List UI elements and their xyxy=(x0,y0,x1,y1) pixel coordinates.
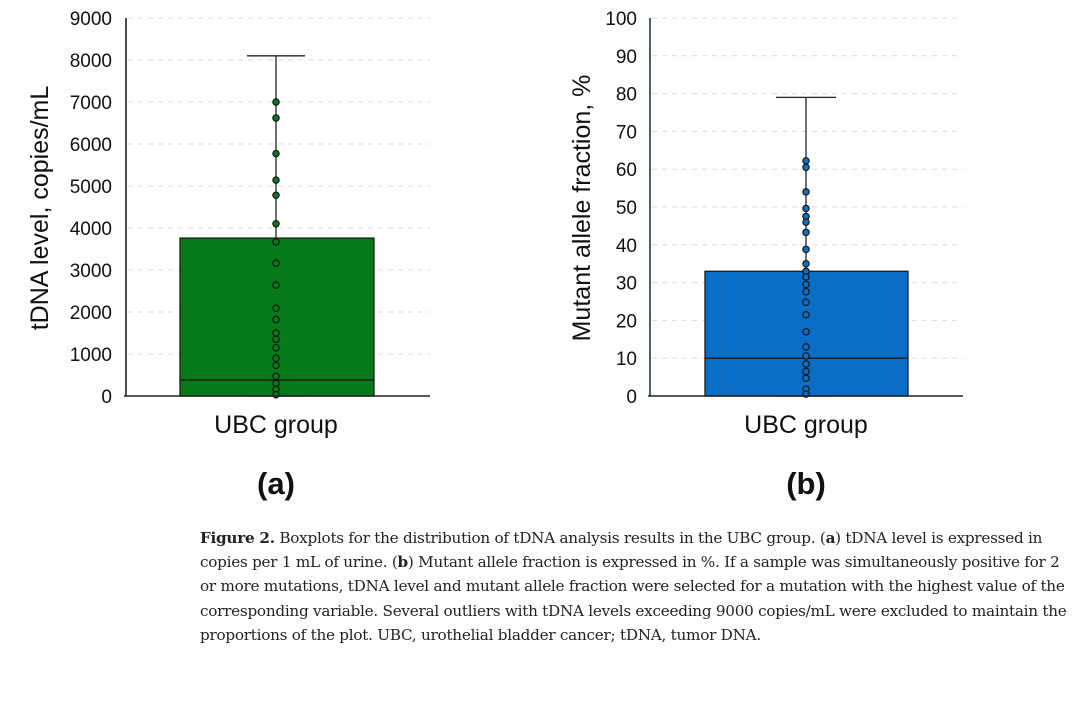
data-point xyxy=(802,298,810,307)
y-tick-label: 70 xyxy=(616,122,637,143)
y-tick-label: 0 xyxy=(101,387,112,408)
data-point xyxy=(272,281,280,289)
panel-label: (b) xyxy=(786,466,826,501)
data-point xyxy=(272,238,280,246)
x-category-label: UBC group xyxy=(214,411,338,439)
data-point xyxy=(272,329,280,337)
data-point xyxy=(802,259,810,268)
y-tick-label: 2000 xyxy=(70,303,112,324)
caption-b-label: b xyxy=(397,553,409,572)
data-point xyxy=(272,315,280,324)
data-point xyxy=(802,367,810,376)
data-point xyxy=(802,157,810,165)
data-point xyxy=(802,352,810,360)
y-tick-label: 20 xyxy=(616,311,637,332)
y-tick-label: 9000 xyxy=(70,9,112,30)
x-category-label: UBC group xyxy=(744,411,868,439)
data-point xyxy=(272,343,280,352)
y-tick-label: 8000 xyxy=(70,51,112,72)
data-point xyxy=(802,287,810,296)
data-point xyxy=(272,372,280,381)
data-point xyxy=(802,273,810,281)
data-point xyxy=(272,114,280,122)
y-tick-label: 80 xyxy=(616,85,637,106)
data-point xyxy=(272,304,280,312)
data-point xyxy=(802,327,810,336)
data-point xyxy=(272,149,280,158)
y-tick-label: 40 xyxy=(616,236,637,257)
data-point xyxy=(272,176,280,184)
data-point xyxy=(802,374,810,382)
data-point xyxy=(272,390,280,399)
data-point xyxy=(272,335,280,344)
y-tick-label: 5000 xyxy=(70,177,112,198)
panel-label: (a) xyxy=(257,466,295,501)
y-tick-label: 50 xyxy=(616,198,637,219)
figure-label: Figure 2. xyxy=(200,529,275,547)
data-point xyxy=(802,310,810,319)
data-point xyxy=(802,218,810,226)
data-point xyxy=(802,360,810,368)
figure-panels: 0100020003000400050006000700080009000tDN… xyxy=(26,9,963,501)
y-tick-label: 100 xyxy=(605,9,637,30)
y-tick-label: 0 xyxy=(626,387,637,408)
caption-part3: ) Mutant allele fraction is expressed in… xyxy=(200,553,1067,644)
y-tick-label: 30 xyxy=(616,274,637,295)
y-axis-label: Mutant allele fraction, % xyxy=(568,75,596,342)
data-point xyxy=(802,343,810,351)
y-tick-label: 1000 xyxy=(70,345,112,366)
y-tick-label: 10 xyxy=(616,349,637,370)
data-point xyxy=(802,188,810,196)
data-point xyxy=(272,354,280,362)
data-point xyxy=(272,98,280,106)
panel-a: 0 1000 2000 3000 4000 5000 6000 7000 8000 9000 tDN… xyxy=(26,9,430,501)
panel-b: 0 10 20 30 40 50 60 70 80 90 100 Mutant allele frac… xyxy=(568,9,963,501)
caption-part2: ) tDNA level is expressed in copies per … xyxy=(200,529,1043,572)
y-tick-label: 4000 xyxy=(70,219,112,240)
data-point xyxy=(802,280,810,289)
data-point xyxy=(272,259,280,268)
data-point xyxy=(272,191,280,199)
y-tick-label: 90 xyxy=(616,47,637,68)
caption-a-label: a xyxy=(825,529,836,547)
caption-part1: Boxplots for the distribution of tDNA an… xyxy=(274,529,826,547)
y-tick-label: 6000 xyxy=(70,135,112,156)
data-point xyxy=(802,245,810,254)
data-point xyxy=(272,220,280,228)
y-tick-label: 7000 xyxy=(70,93,112,114)
y-axis-label: tDNA level, copies/mL xyxy=(26,86,54,331)
data-point xyxy=(802,163,810,172)
data-point xyxy=(802,228,810,237)
y-tick-label: 60 xyxy=(616,160,637,181)
y-tick-label: 3000 xyxy=(70,261,112,282)
data-point xyxy=(272,361,280,370)
figure-caption: Figure 2. Boxplots for the distribution … xyxy=(200,526,1072,647)
data-point xyxy=(802,204,810,213)
